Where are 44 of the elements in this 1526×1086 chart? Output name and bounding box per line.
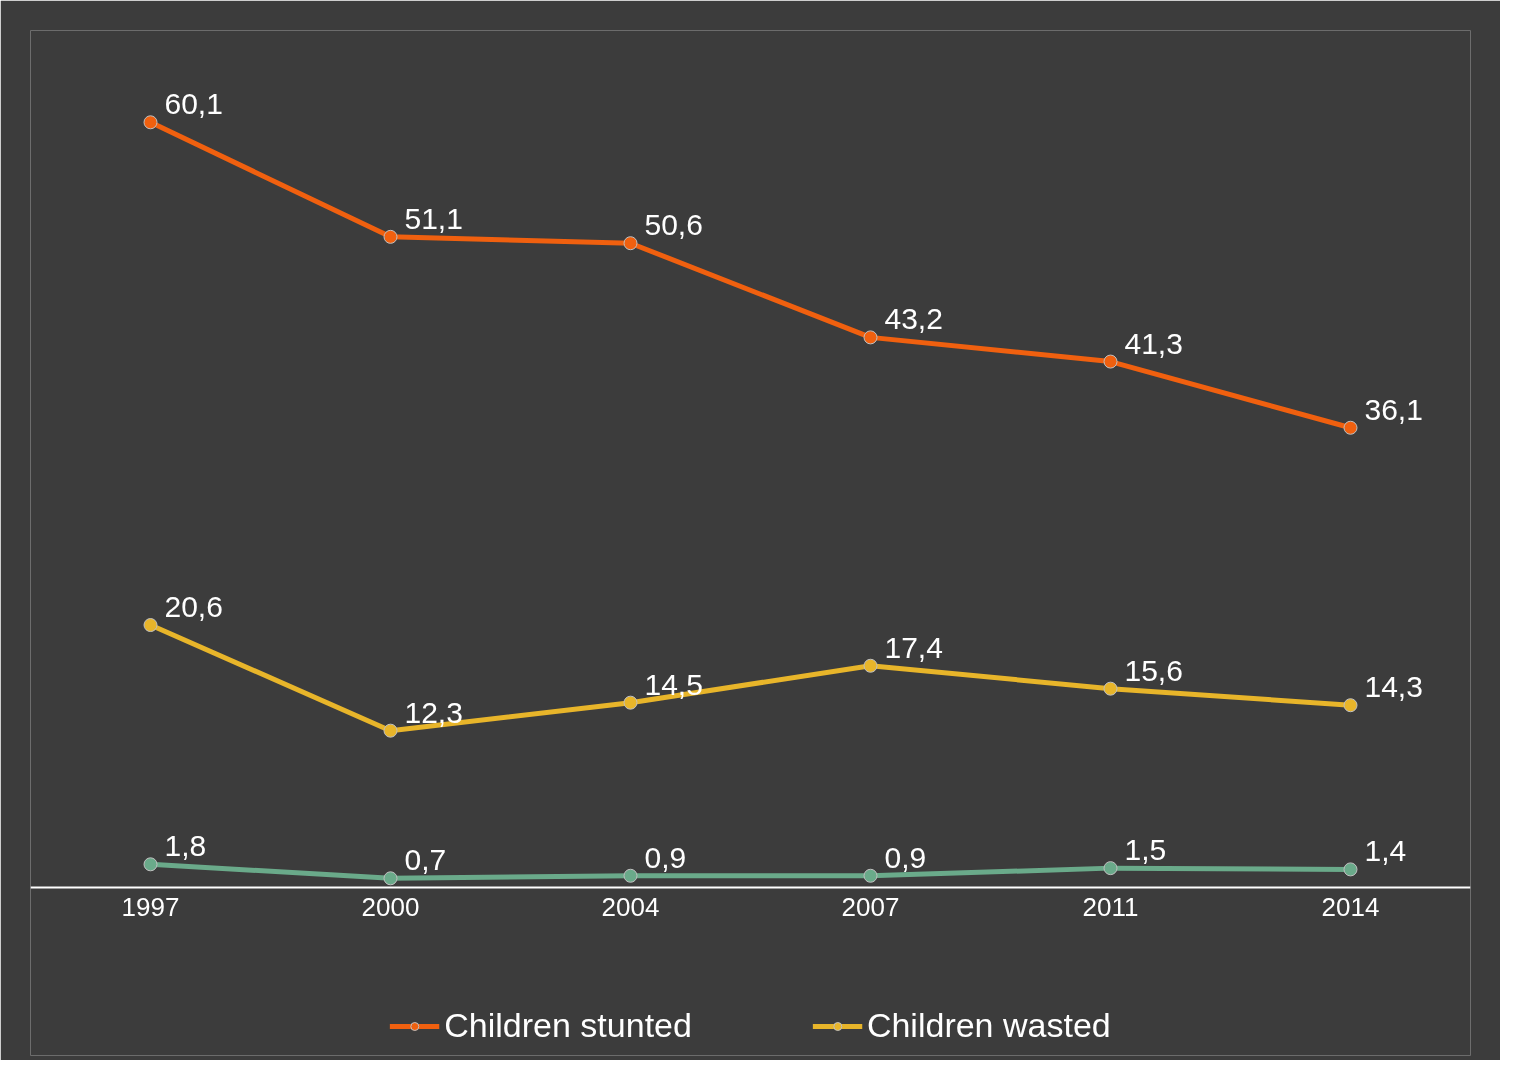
data-label: 0,9 — [884, 840, 927, 874]
data-label: 1,8 — [164, 829, 207, 863]
data-label: 41,3 — [1124, 326, 1183, 360]
legend-label: Children wasted — [866, 1006, 1111, 1045]
data-label: 0,7 — [404, 843, 447, 877]
point — [143, 618, 158, 633]
data-label: 51,1 — [404, 201, 463, 235]
data-label: 12,3 — [404, 695, 463, 729]
x-tick-label: 2000 — [361, 892, 420, 923]
x-tick-label: 2004 — [601, 892, 660, 923]
data-label: 14,5 — [644, 667, 703, 701]
point — [1343, 862, 1358, 877]
x-tick-label: 2011 — [1082, 892, 1139, 923]
data-label: 0,9 — [644, 840, 687, 874]
point — [1343, 420, 1358, 435]
data-label: 20,6 — [164, 590, 223, 624]
point — [383, 723, 398, 738]
data-label: 15,6 — [1124, 653, 1183, 687]
legend-label: Children stunted — [444, 1006, 692, 1045]
point — [383, 229, 398, 244]
x-tick-label: 2014 — [1321, 892, 1380, 923]
point — [863, 330, 878, 345]
x-tick-label: 2007 — [841, 892, 900, 923]
point — [623, 695, 638, 710]
point — [1103, 681, 1118, 696]
data-label: 1,4 — [1364, 834, 1407, 868]
data-label: 60,1 — [164, 87, 223, 121]
point — [1103, 354, 1118, 369]
point — [143, 115, 158, 130]
data-label: 17,4 — [884, 630, 943, 664]
point — [863, 868, 878, 883]
point — [623, 868, 638, 883]
data-label: 43,2 — [884, 302, 943, 336]
data-label: 14,3 — [1364, 670, 1423, 704]
x-tick-label: 1997 — [121, 892, 180, 923]
point — [383, 871, 398, 886]
point — [863, 658, 878, 673]
data-label: 1,5 — [1124, 833, 1167, 867]
data-label: 50,6 — [644, 208, 703, 242]
point — [1103, 861, 1118, 876]
point — [623, 236, 638, 251]
point — [143, 857, 158, 872]
point — [1343, 698, 1358, 713]
data-label: 36,1 — [1364, 392, 1423, 426]
